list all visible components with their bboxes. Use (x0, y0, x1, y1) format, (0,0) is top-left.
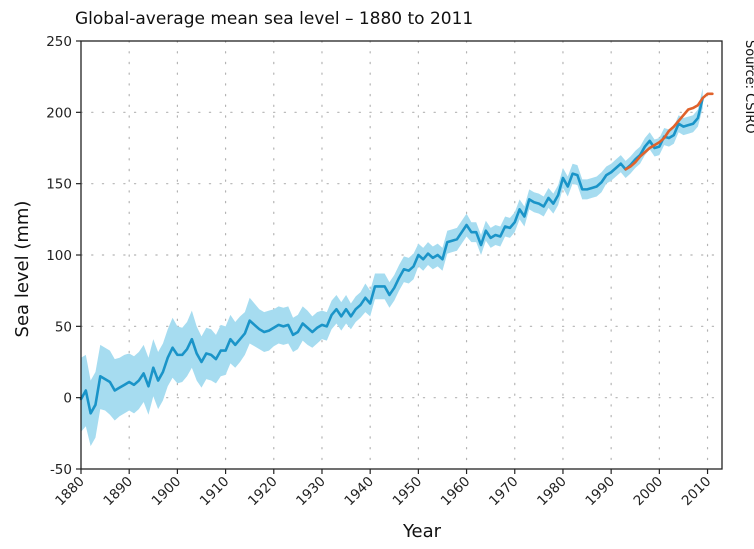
chart-title: Global-average mean sea level – 1880 to … (75, 9, 473, 29)
grid (80, 40, 723, 470)
y-tick-label: -50 (50, 462, 72, 478)
x-tick-label: 1930 (293, 474, 329, 510)
series-line-2 (624, 92, 714, 171)
x-tick-label: 1990 (582, 474, 618, 510)
x-tick-label: 1890 (100, 474, 136, 510)
y-axis-title: Sea level (mm) (12, 201, 33, 338)
y-tick-label: 100 (46, 248, 72, 264)
y-tick-label: 200 (46, 105, 72, 121)
series-line-1 (79, 96, 705, 415)
x-tick-label: 1880 (52, 474, 88, 510)
x-tick-label: 1950 (390, 474, 426, 510)
y-tick-label: 50 (55, 319, 72, 335)
x-tick-label: 1900 (149, 474, 185, 510)
x-tick-label: 1970 (486, 474, 522, 510)
x-tick-label: 1920 (245, 474, 281, 510)
uncertainty-band (81, 88, 703, 447)
source-label: Source: CSIRO (742, 40, 754, 134)
x-axis-title: Year (402, 521, 442, 542)
series-line-layer (79, 92, 714, 415)
y-tick-label: 0 (63, 391, 72, 407)
x-tick-label: 1960 (438, 474, 474, 510)
plot-frame-layer (76, 40, 723, 474)
y-tick-label: 250 (46, 34, 72, 50)
y-tick-labels: -50 0 50 100 150 200 250 (46, 34, 72, 478)
x-tick-label: 1940 (341, 474, 377, 510)
x-tick-label: 2000 (631, 474, 667, 510)
uncertainty-band-layer (81, 88, 703, 447)
x-tick-label: 1980 (534, 474, 570, 510)
x-tick-labels: 1880 1890 1900 1910 1920 1930 1940 1950 1960 1970… (52, 474, 714, 510)
x-tick-label: 2010 (679, 474, 715, 510)
x-tick-label: 1910 (197, 474, 233, 510)
y-tick-label: 150 (46, 177, 72, 193)
